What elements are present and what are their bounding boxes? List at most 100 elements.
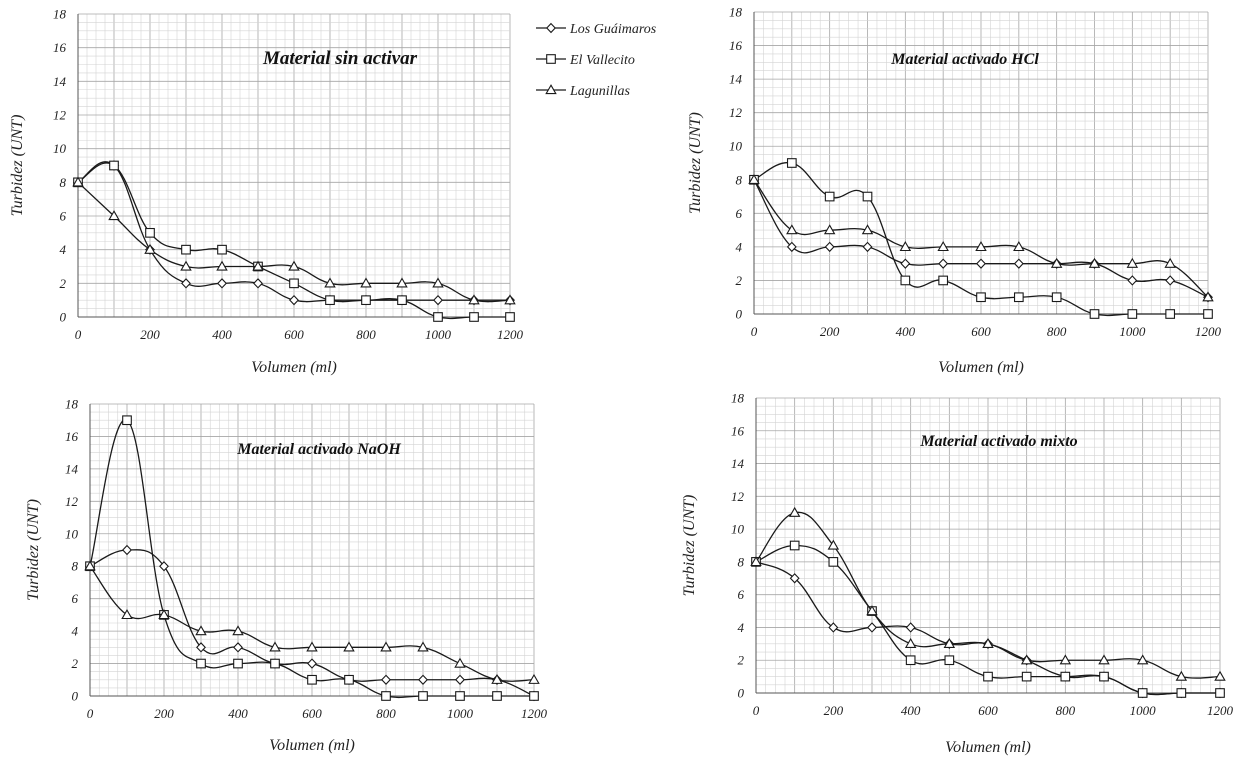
x-tick-label: 400 — [896, 324, 916, 339]
data-point — [824, 191, 835, 202]
data-point — [269, 641, 281, 652]
y-tick-label: 14 — [731, 456, 745, 471]
x-tick-label: 600 — [302, 706, 322, 721]
data-point — [1215, 688, 1225, 698]
data-point — [491, 673, 503, 684]
data-point — [159, 561, 169, 572]
data-point — [1051, 292, 1062, 303]
data-point — [1060, 671, 1071, 682]
data-point — [1203, 309, 1213, 319]
x-tick-label: 1000 — [1130, 703, 1157, 718]
x-tick-label: 800 — [1047, 324, 1067, 339]
legend-label: El Vallecito — [569, 53, 635, 68]
data-point — [216, 260, 228, 271]
data-point — [1099, 671, 1109, 682]
data-point — [937, 240, 949, 252]
data-point — [381, 691, 391, 701]
y-tick-label: 14 — [729, 72, 743, 87]
data-point — [824, 241, 835, 253]
series-3 — [748, 173, 1214, 302]
data-point — [1013, 240, 1025, 252]
data-point — [786, 158, 797, 168]
y-tick-label: 12 — [65, 494, 79, 509]
x-tick-label: 1000 — [447, 706, 474, 721]
data-point — [899, 240, 912, 252]
x-tick-label: 1000 — [1119, 324, 1146, 339]
data-point — [455, 674, 465, 685]
y-tick-label: 2 — [60, 276, 67, 291]
chart-title: Material sin activar — [262, 48, 418, 69]
x-tick-label: 400 — [228, 706, 248, 721]
data-point — [361, 295, 371, 306]
data-point — [1059, 654, 1072, 665]
data-point — [324, 277, 336, 288]
y-axis-label: Turbidez (UNT) — [687, 112, 704, 214]
series-3 — [750, 506, 1226, 681]
x-tick-label: 800 — [1056, 703, 1076, 718]
x-tick-label: 600 — [971, 324, 991, 339]
data-point — [982, 637, 994, 648]
data-point — [827, 539, 840, 550]
data-point — [109, 160, 119, 171]
data-point — [380, 641, 392, 652]
data-point — [195, 625, 207, 636]
y-tick-label: 10 — [65, 526, 79, 541]
data-point — [122, 544, 132, 556]
data-point — [1136, 654, 1149, 665]
y-tick-label: 16 — [65, 429, 79, 444]
x-tick-label: 400 — [901, 703, 921, 718]
data-point — [1088, 257, 1101, 268]
y-tick-label: 6 — [736, 206, 743, 221]
data-point — [1164, 257, 1176, 268]
data-point — [943, 637, 956, 648]
x-axis-label: Volumen (ml) — [945, 739, 1031, 756]
data-point — [196, 658, 206, 669]
x-tick-label: 0 — [751, 324, 758, 339]
y-tick-label: 4 — [60, 242, 67, 257]
data-point — [84, 560, 96, 571]
data-point — [828, 557, 839, 567]
y-axis-label: Turbidez (UNT) — [681, 495, 698, 597]
data-point — [504, 294, 516, 305]
data-point — [904, 637, 917, 648]
data-point — [900, 258, 911, 269]
data-point — [289, 278, 299, 289]
y-tick-label: 10 — [729, 139, 743, 154]
data-point — [788, 506, 801, 517]
series-line — [89, 419, 534, 699]
y-tick-label: 16 — [53, 40, 67, 55]
data-point — [862, 241, 873, 253]
data-point — [976, 292, 986, 303]
x-tick-label: 600 — [284, 327, 304, 342]
data-point — [381, 674, 391, 685]
data-point — [469, 312, 479, 322]
y-axis-label: Turbidez (UNT) — [25, 499, 42, 601]
data-point — [233, 642, 243, 653]
data-point — [983, 671, 993, 682]
y-tick-label: 6 — [738, 587, 745, 602]
data-point — [145, 227, 155, 238]
y-tick-label: 18 — [65, 397, 79, 412]
chart-2: 0 2 4 6 8 10 12 14 16 18 0 200 400 600 800 1000 1200 Volu… — [687, 5, 1222, 377]
data-point — [505, 312, 515, 322]
data-point — [529, 691, 539, 701]
x-axis-label: Volumen (ml) — [269, 737, 355, 754]
x-tick-label: 1000 — [425, 327, 452, 342]
data-point — [528, 673, 540, 684]
x-tick-label: 0 — [75, 327, 82, 342]
data-point — [789, 540, 800, 551]
data-point — [288, 260, 300, 271]
x-axis-label: Volumen (ml) — [938, 359, 1024, 376]
data-point — [750, 555, 762, 567]
x-tick-label: 1200 — [1195, 324, 1222, 339]
legend-label: Los Guáimaros — [569, 22, 657, 37]
data-point — [867, 622, 877, 633]
data-point — [418, 674, 428, 685]
data-point — [1098, 654, 1110, 665]
data-point — [1175, 670, 1188, 681]
chart-1: 0 2 4 6 8 10 12 14 16 18 0 200 400 600 800 1000 1200 Volu… — [9, 7, 524, 377]
y-tick-label: 0 — [738, 686, 745, 701]
y-tick-label: 4 — [72, 624, 79, 639]
